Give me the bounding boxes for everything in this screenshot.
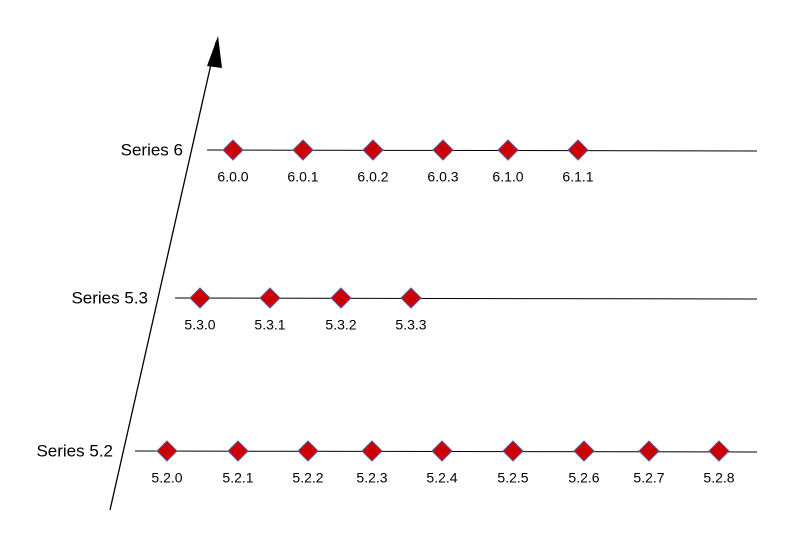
version-label: 5.2.8 — [703, 470, 734, 486]
version-label: 5.3.1 — [254, 317, 285, 333]
release-marker — [297, 440, 319, 462]
release-marker — [431, 440, 453, 462]
version-label: 5.2.5 — [497, 470, 528, 486]
version-label: 5.3.0 — [184, 317, 215, 333]
version-label: 5.2.2 — [292, 470, 323, 486]
time-axis — [109, 41, 217, 511]
version-label: 6.1.1 — [562, 169, 593, 185]
version-label: 5.2.1 — [222, 470, 253, 486]
release-marker — [361, 440, 383, 462]
version-label: 5.3.3 — [395, 317, 426, 333]
release-marker — [362, 139, 384, 161]
version-label: 6.0.3 — [427, 169, 458, 185]
version-label: 5.2.0 — [151, 470, 182, 486]
version-label: 5.2.6 — [568, 470, 599, 486]
version-label: 5.2.7 — [633, 470, 664, 486]
release-marker — [400, 287, 422, 309]
release-marker — [497, 139, 519, 161]
release-marker — [708, 440, 730, 462]
release-marker — [292, 139, 314, 161]
series-label: Series 5.2 — [36, 441, 113, 460]
release-marker — [432, 139, 454, 161]
axis-arrowhead — [207, 36, 222, 68]
release-marker — [638, 440, 660, 462]
version-label: 6.0.0 — [217, 169, 248, 185]
release-marker — [502, 440, 524, 462]
release-marker — [222, 139, 244, 161]
version-label: 6.0.2 — [357, 169, 388, 185]
release-marker — [567, 139, 589, 161]
release-marker — [227, 440, 249, 462]
release-marker — [156, 440, 178, 462]
release-marker — [573, 440, 595, 462]
release-marker — [330, 287, 352, 309]
release-marker — [259, 287, 281, 309]
version-label: 6.0.1 — [287, 169, 318, 185]
series-label: Series 6 — [121, 140, 183, 159]
release-marker — [189, 287, 211, 309]
version-label: 6.1.0 — [492, 169, 523, 185]
series-label: Series 5.3 — [71, 288, 148, 307]
version-label: 5.2.3 — [356, 470, 387, 486]
version-label: 5.3.2 — [325, 317, 356, 333]
version-label: 5.2.4 — [426, 470, 457, 486]
timeline — [206, 149, 758, 152]
